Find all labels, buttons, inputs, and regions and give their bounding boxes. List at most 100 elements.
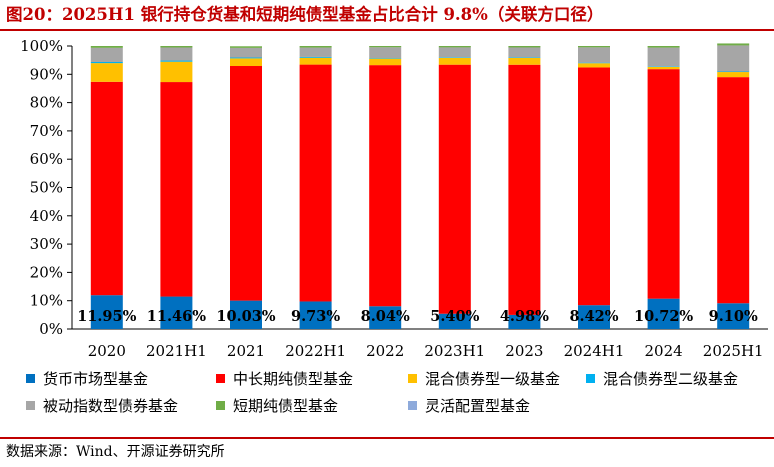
data-label: 11.46% <box>147 308 206 325</box>
y-tick-label: 50% <box>30 179 63 197</box>
y-tick-label: 90% <box>30 65 63 83</box>
x-tick-label: 2021H1 <box>146 342 207 360</box>
bar-segment <box>438 46 471 48</box>
bar-segment <box>90 61 123 64</box>
y-tick-label: 60% <box>30 150 63 168</box>
bar-segment <box>578 47 610 63</box>
bar-segment <box>230 47 262 58</box>
bar-segment <box>230 58 262 67</box>
data-label: 11.95% <box>77 308 136 325</box>
legend-label: 短期纯债型基金 <box>233 397 339 415</box>
y-tick-label: 30% <box>30 235 63 253</box>
y-tick-label: 40% <box>30 207 63 225</box>
bar-segment <box>299 56 332 58</box>
legend-item-medium-long-bond: 中长期纯债型基金 <box>216 368 353 389</box>
legend-item-flexible-allocation: 灵活配置型基金 <box>408 395 530 416</box>
legend-swatch <box>586 374 595 383</box>
legend-item-short-term-bond: 短期纯债型基金 <box>216 395 338 416</box>
x-tick-label: 2024H1 <box>564 342 625 360</box>
bar-segment <box>647 47 680 67</box>
legend-row-2: 被动指数型债券基金 短期纯债型基金 灵活配置型基金 <box>26 395 766 422</box>
legend-swatch <box>216 401 225 410</box>
x-tick-label: 2020 <box>88 342 126 360</box>
bar-segment <box>717 72 750 78</box>
y-tick-label: 20% <box>30 263 63 281</box>
legend-label: 中长期纯债型基金 <box>233 370 354 388</box>
bar-segment <box>90 47 123 62</box>
bar-segment <box>160 46 193 48</box>
data-label: 10.72% <box>634 308 693 325</box>
legend-label: 混合债券型二级基金 <box>603 370 739 388</box>
legend-label: 货币市场型基金 <box>43 370 149 388</box>
data-label: 10.03% <box>216 308 275 325</box>
bar-segment <box>717 303 750 329</box>
legend-swatch <box>408 374 417 383</box>
bar-segment <box>230 57 262 59</box>
legend-swatch <box>26 401 35 410</box>
bar-segment <box>508 314 541 329</box>
data-label: 9.73% <box>291 308 340 325</box>
legend-label: 灵活配置型基金 <box>425 397 531 415</box>
x-tick-label: 2023H1 <box>424 342 485 360</box>
bar-segment <box>90 295 123 329</box>
legend-row-1: 货币市场型基金 中长期纯债型基金 混合债券型一级基金 混合债券型二级基金 <box>26 368 766 395</box>
bar-segment <box>90 81 123 296</box>
legend-label: 混合债券型一级基金 <box>425 370 561 388</box>
legend-swatch <box>26 374 35 383</box>
bar-segment <box>299 64 332 302</box>
bar-segment <box>160 296 193 329</box>
legend-label: 被动指数型债券基金 <box>43 397 179 415</box>
bar-segment <box>578 46 610 48</box>
data-label: 8.42% <box>569 308 618 325</box>
bar-segment <box>508 47 541 58</box>
x-tick-label: 2022H1 <box>285 342 346 360</box>
bar-segment <box>717 43 750 46</box>
source-note: 数据来源：Wind、开源证券研究所 <box>0 437 774 467</box>
y-tick-label: 10% <box>30 292 63 310</box>
legend-item-hybrid-bond-2: 混合债券型二级基金 <box>586 368 738 389</box>
bar-segment <box>578 63 610 68</box>
x-tick-label: 2021 <box>227 342 265 360</box>
bar-segment <box>647 46 680 48</box>
bar-segment <box>647 66 680 67</box>
bar-segment <box>717 45 750 72</box>
bar-segment <box>438 47 471 58</box>
bar-segment <box>438 64 471 314</box>
legend-swatch <box>216 374 225 383</box>
legend: 货币市场型基金 中长期纯债型基金 混合债券型一级基金 混合债券型二级基金 被动指… <box>26 368 766 422</box>
bar-segment <box>160 60 193 62</box>
bar-segment <box>717 71 750 73</box>
legend-item-money-market: 货币市场型基金 <box>26 368 148 389</box>
y-tick-label: 100% <box>20 37 63 55</box>
bar-segment <box>717 77 750 304</box>
data-label: 5.40% <box>430 308 479 325</box>
bar-segment <box>230 66 262 301</box>
bar-segment <box>299 301 332 329</box>
data-label: 9.10% <box>709 308 758 325</box>
bar-segment <box>90 63 123 82</box>
bar-segment <box>647 66 680 70</box>
bar-segment <box>369 46 402 48</box>
x-tick-label: 2025H1 <box>703 342 764 360</box>
legend-item-hybrid-bond-1: 混合债券型一级基金 <box>408 368 560 389</box>
bar-segment <box>299 57 332 65</box>
bar-segment <box>438 57 471 58</box>
bar-segment <box>369 306 402 329</box>
legend-item-passive-index-bond: 被动指数型债券基金 <box>26 395 178 416</box>
bar-segment <box>299 46 332 48</box>
bar-segment <box>160 82 193 297</box>
chart-title: 图20：2025H1 银行持仓货基和短期纯债型基金占比合计 9.8%（关联方口径… <box>0 0 774 31</box>
y-tick-label: 0% <box>39 320 63 338</box>
bar-segment <box>299 47 332 57</box>
y-tick-label: 80% <box>30 94 63 112</box>
stacked-bar-chart: 0% 10% 20% 30% 40% 50% 60% 70% 80% 90% 100% 2020 11.… <box>20 37 768 360</box>
bar-segment <box>369 58 402 59</box>
bar-segment <box>508 57 541 65</box>
bar-segment <box>438 313 471 329</box>
bar-segment <box>369 47 402 59</box>
bar-segment <box>578 67 610 306</box>
x-tick-label: 2023 <box>505 342 543 360</box>
bar-segment <box>647 298 680 329</box>
bar-segment <box>90 46 123 48</box>
bar-segment <box>438 57 471 65</box>
